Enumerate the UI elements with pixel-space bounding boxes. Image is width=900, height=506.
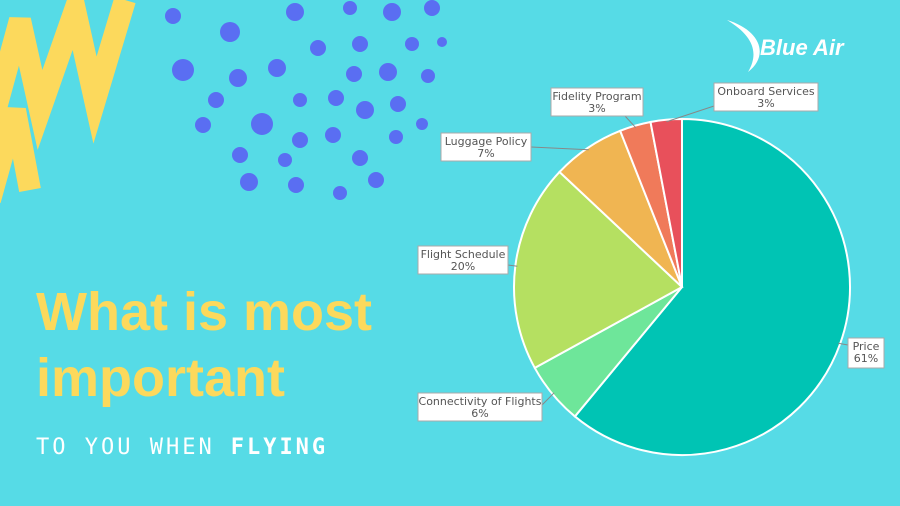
subtitle: TO YOU WHEN FLYING [36, 435, 328, 460]
label-box [713, 82, 819, 112]
value-label: 3% [757, 97, 774, 110]
value-label: 20% [451, 260, 475, 273]
subtitle-part: FLYING [231, 435, 328, 460]
slice-label: Price [853, 340, 880, 353]
value-label: 3% [588, 102, 605, 115]
leader-line [838, 342, 849, 346]
decor-dots [165, 0, 447, 200]
slice-label: Luggage Policy [445, 135, 528, 148]
leader-line [624, 115, 637, 128]
label-box [440, 132, 532, 162]
slice-label: Flight Schedule [421, 248, 506, 261]
value-label: 7% [477, 147, 494, 160]
label-box [847, 337, 885, 369]
slice-label: Connectivity of Flights [419, 395, 542, 408]
decor-zigzag [0, 0, 136, 151]
subtitle-part: TO YOU WHEN [36, 435, 215, 460]
leader-line [530, 146, 589, 151]
value-label: 6% [471, 407, 488, 420]
title-line: important [36, 348, 285, 408]
leader-line [666, 105, 715, 123]
label-box [550, 87, 644, 117]
pie-slice [649, 117, 683, 288]
value-label: 61% [854, 352, 878, 365]
leader-line [507, 264, 518, 267]
brand-name: Blue Air [760, 35, 845, 60]
brand-logo [727, 20, 760, 72]
slice-label: Onboard Services [717, 85, 815, 98]
leader-line [541, 392, 555, 406]
slice-label: Fidelity Program [552, 90, 641, 103]
title-line: What is most [36, 282, 372, 342]
decor-zigzag [0, 107, 41, 203]
label-box [417, 392, 543, 422]
label-box [417, 245, 509, 275]
